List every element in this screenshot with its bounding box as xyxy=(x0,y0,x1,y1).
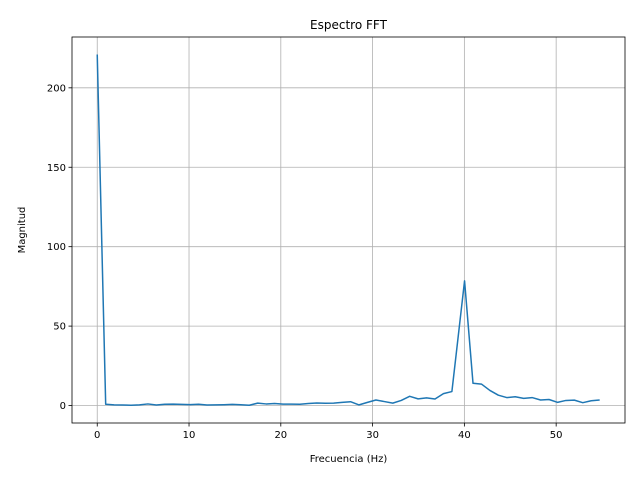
y-tick-label: 150 xyxy=(47,163,66,174)
x-tick-label: 20 xyxy=(274,430,287,441)
y-tick-label: 100 xyxy=(47,242,66,253)
y-tick-label: 200 xyxy=(47,83,66,94)
y-tick-label: 50 xyxy=(53,322,66,333)
grid xyxy=(72,37,625,423)
x-tick-label: 30 xyxy=(366,430,379,441)
spectrum-line xyxy=(96,54,600,406)
x-tick-label: 10 xyxy=(183,430,196,441)
series-layer xyxy=(96,54,600,406)
plot-background xyxy=(72,37,625,423)
x-tick-label: 40 xyxy=(458,430,471,441)
x-axis-label: Frecuencia (Hz) xyxy=(310,454,388,465)
chart-title: Espectro FFT xyxy=(310,18,388,32)
ticks: 0 10 20 30 40 50 0 50 100 150 200 xyxy=(47,83,563,441)
plot-frame xyxy=(71,36,626,424)
x-tick-label: 0 xyxy=(94,430,100,441)
y-axis-label: Magnitud xyxy=(17,207,28,254)
x-tick-label: 50 xyxy=(550,430,563,441)
y-tick-label: 0 xyxy=(60,401,66,412)
